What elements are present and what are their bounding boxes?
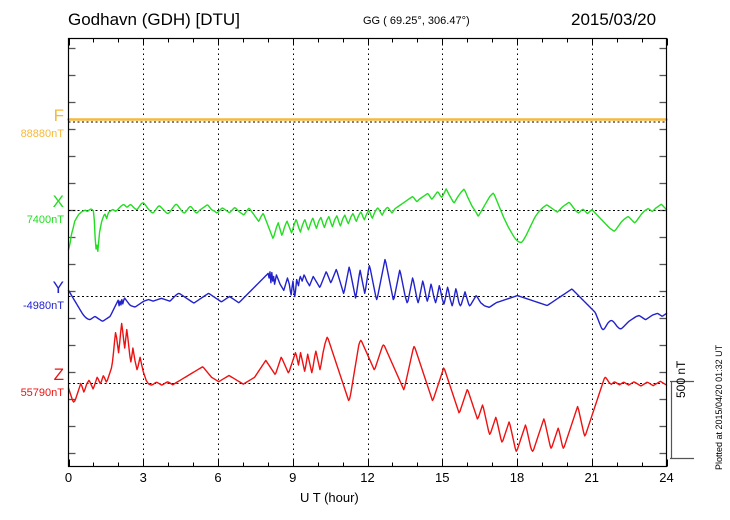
component-label-x: X [52,192,64,211]
axis-ticks [68,38,668,467]
x-tick-label: 9 [289,470,297,485]
x-axis-title: U T (hour) [300,490,359,505]
component-baseline-z: 55790nT [20,387,64,399]
plot-frame [67,37,668,468]
x-tick-label: 12 [360,470,375,485]
x-tick-label: 21 [584,470,599,485]
x-tick-label: 3 [139,470,147,485]
x-tick-label: 18 [509,470,525,485]
component-traces [67,118,668,452]
x-tick-label: 0 [64,470,73,485]
geographic-coordinates: GG ( 69.25°, 306.47°) [363,15,470,27]
page-title: Godhavn (GDH) [DTU] [68,10,240,29]
scale-bar-label: 500 nT [674,360,688,398]
scale-bar [670,380,694,460]
component-label-y: Y [52,278,64,297]
grid-lines [143,38,593,467]
component-baseline-f: 88880nT [20,128,64,140]
component-baselines [68,121,667,384]
component-label-z: Z [53,365,64,384]
component-baseline-y: -4980nT [23,300,64,312]
plotted-at-timestamp: Plotted at 2015/04/20 01:32 UT [714,344,724,470]
x-tick-label: 15 [435,470,450,485]
x-tick-label: 24 [659,470,674,485]
component-label-f: F [53,106,64,125]
x-tick-label: 6 [214,470,222,485]
component-baseline-x: 7400nT [26,214,64,226]
observation-date: 2015/03/20 [571,10,657,29]
